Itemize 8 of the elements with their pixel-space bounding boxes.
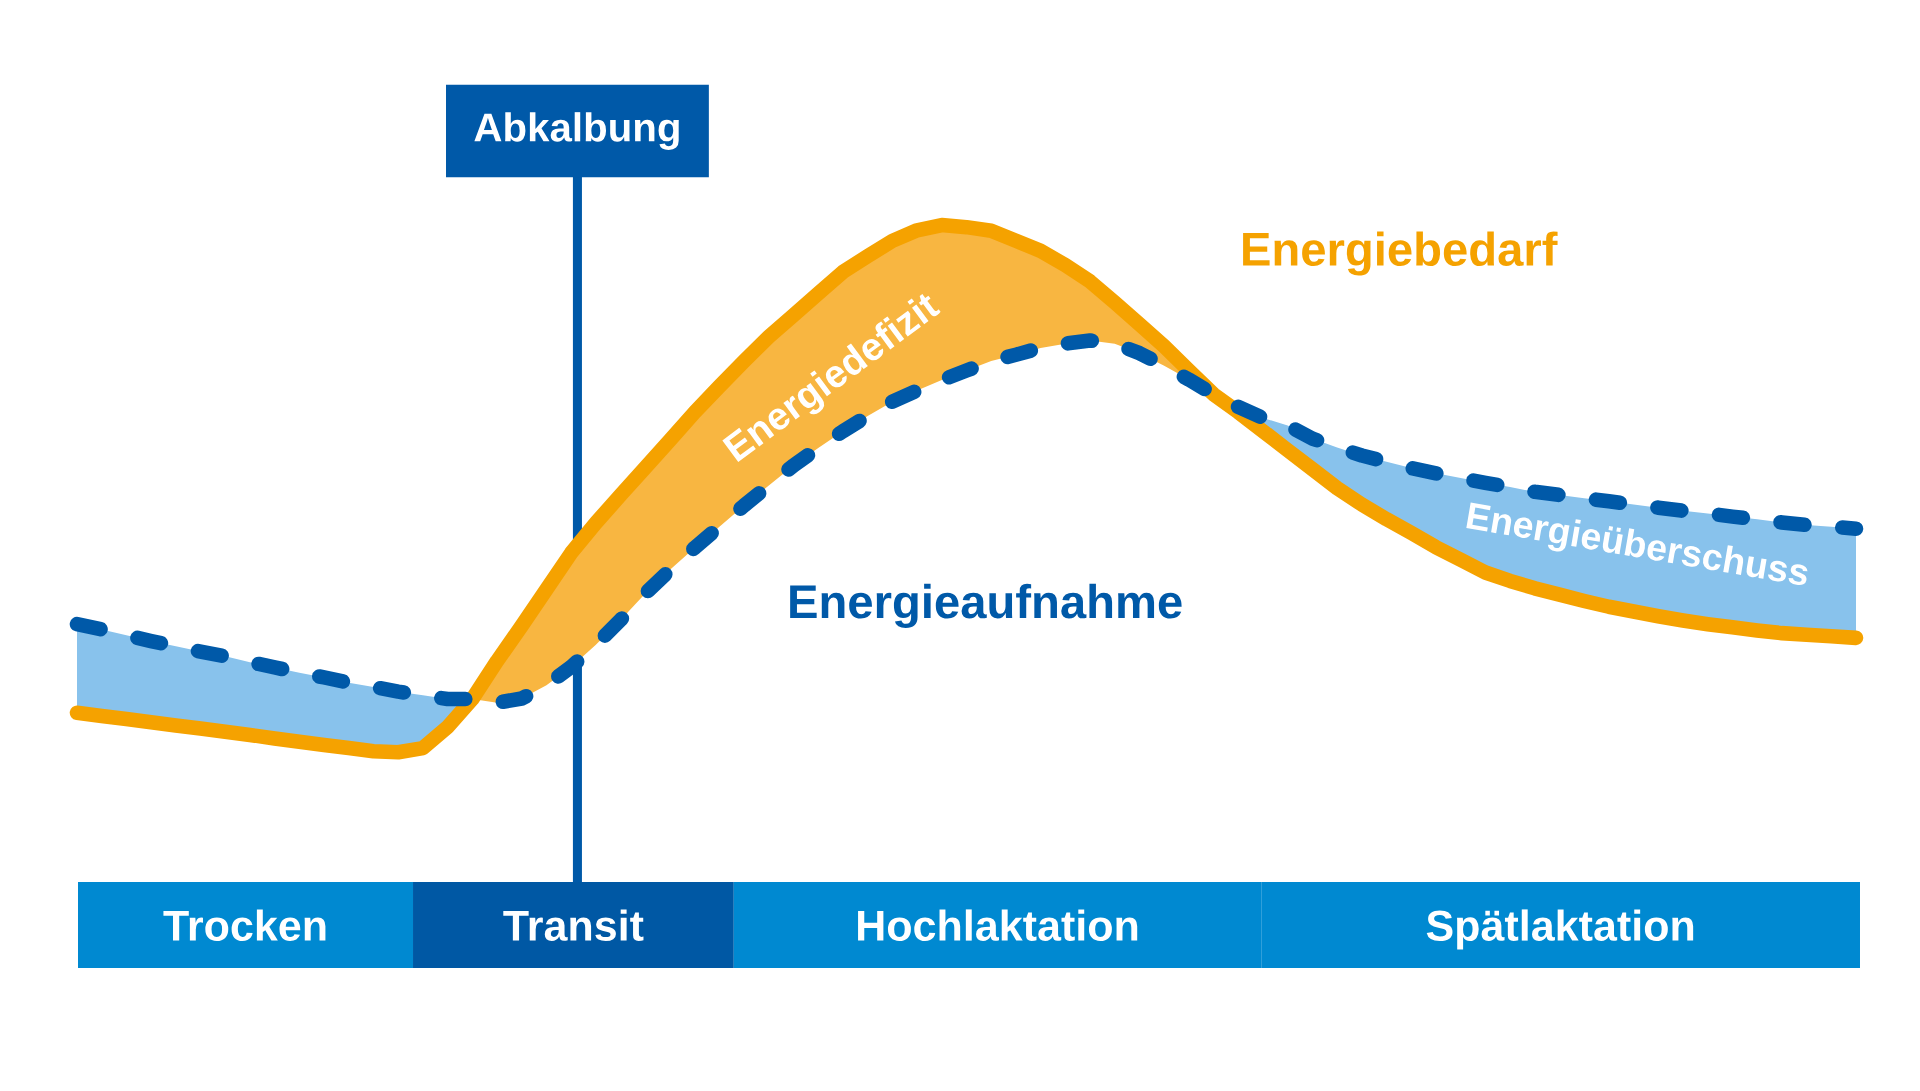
series-label: Trocken bbox=[163, 909, 326, 942]
series-label: Energieaufnahme bbox=[790, 583, 1182, 629]
series-label: Spätlaktation bbox=[1426, 909, 1694, 950]
series-label: Transit bbox=[503, 909, 644, 942]
text: Energiebedarf bbox=[1243, 231, 1558, 276]
series-label: Hochlaktation bbox=[858, 909, 1138, 942]
text: Abkalbung bbox=[474, 112, 679, 150]
bar bbox=[78, 882, 414, 968]
